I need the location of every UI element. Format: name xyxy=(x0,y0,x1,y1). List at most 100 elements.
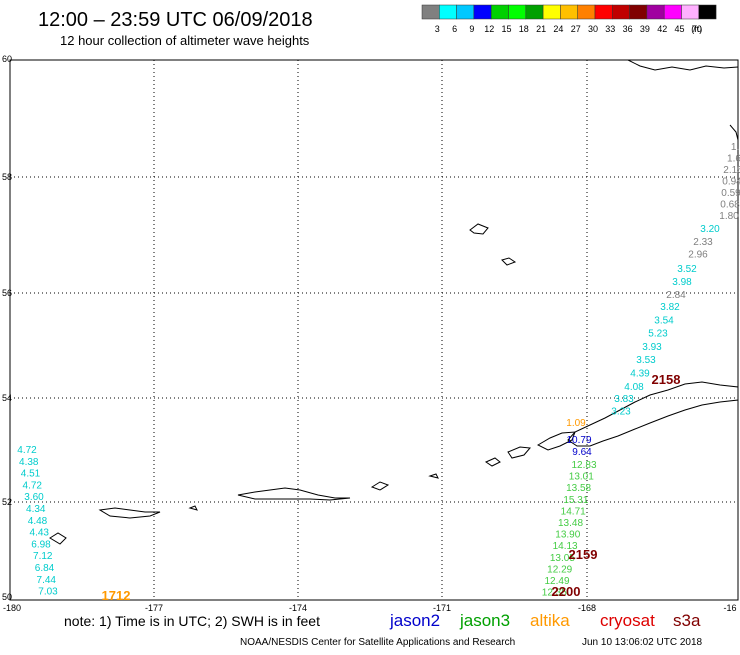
wave-height-label: 6.84 xyxy=(35,563,55,574)
colorbar-label: 39 xyxy=(640,24,650,34)
legend-sat-s3a: s3a xyxy=(673,611,701,630)
legend-note: note: 1) Time is in UTC; 2) SWH is in fe… xyxy=(64,613,320,629)
colorbar-swatch xyxy=(663,4,682,20)
lat-label: 50 xyxy=(2,592,12,602)
page-subtitle: 12 hour collection of altimeter wave hei… xyxy=(60,33,310,48)
colorbar-swatch xyxy=(456,4,475,20)
page-title: 12:00 – 23:59 UTC 06/09/2018 xyxy=(38,9,313,31)
wave-height-label: 2.33 xyxy=(693,237,713,248)
colorbar-label: 36 xyxy=(623,24,633,34)
lon-label: -174 xyxy=(289,603,307,613)
umnak-island xyxy=(507,446,532,459)
lat-label: 56 xyxy=(2,288,12,298)
wave-height-label: 3.52 xyxy=(677,264,697,275)
islet-small-2 xyxy=(188,505,198,511)
footer-timestamp: Jun 10 13:06:02 UTC 2018 xyxy=(582,637,703,648)
colorbar-swatch xyxy=(490,4,509,20)
colorbar-label: 12 xyxy=(484,24,494,34)
colorbar-label: (ft) xyxy=(691,24,702,34)
colorbar-label: 42 xyxy=(657,24,667,34)
wave-height-label: 1.6 xyxy=(727,154,740,165)
wave-height-label: 12.49 xyxy=(544,576,569,587)
track-time-label: 2158 xyxy=(652,372,681,387)
altimeter-tracks: 1.1.62.150.940.590.681.80 3.20 2.33 2.96 3.5… xyxy=(17,142,740,603)
wave-height-label: 15.31 xyxy=(563,495,588,506)
track-time-label: 2200 xyxy=(552,584,581,599)
colorbar-swatch xyxy=(542,4,561,20)
colorbar-label: 33 xyxy=(605,24,615,34)
colorbar-swatch xyxy=(698,4,717,20)
lon-label: -180 xyxy=(3,603,21,613)
legend-sat-altika: altika xyxy=(530,611,570,630)
unalaska-island xyxy=(536,431,576,451)
wave-height-label: 7.12 xyxy=(33,551,53,562)
near-islands xyxy=(98,507,161,519)
lon-label: -16 xyxy=(723,603,736,613)
wave-height-label: 13.58 xyxy=(566,483,591,494)
colorbar-label: 27 xyxy=(571,24,581,34)
lat-label: 54 xyxy=(2,393,12,403)
satellite-legend: note: 1) Time is in UTC; 2) SWH is in fe… xyxy=(64,611,701,630)
wave-height-label: 12.35 xyxy=(542,588,567,599)
wave-height-label: 2.84 xyxy=(666,290,686,301)
wave-height-label: 13.90 xyxy=(555,530,580,541)
wave-height-label: 13.05 xyxy=(550,553,575,564)
wave-height-label: 3.54 xyxy=(654,315,674,326)
wave-height-label: 3.98 xyxy=(672,277,692,288)
wave-height-label: 12.29 xyxy=(547,564,572,575)
colorbar-swatch xyxy=(525,4,544,20)
lat-label: 52 xyxy=(2,497,12,507)
wave-height-label: 4.43 xyxy=(30,528,50,539)
wave-height-label: 13.01 xyxy=(569,472,594,483)
pribilof-island-2 xyxy=(501,257,517,266)
colorbar-label: 18 xyxy=(519,24,529,34)
coastlines xyxy=(49,59,739,545)
wave-height-label: 10.79 xyxy=(566,435,591,446)
alaska-peninsula xyxy=(567,381,739,447)
wave-height-label: 1.09 xyxy=(566,418,586,429)
wave-height-label: 12.83 xyxy=(571,460,596,471)
colorbar-label: 6 xyxy=(452,24,457,34)
wave-height-label: 0.68 xyxy=(720,200,740,211)
wave-height-label: 0.59 xyxy=(721,188,740,199)
legend-sat-cryosat: cryosat xyxy=(600,611,655,630)
map-frame xyxy=(9,59,739,601)
wave-height-label: 1. xyxy=(731,142,739,153)
colorbar-label: 45 xyxy=(674,24,684,34)
lon-label: -177 xyxy=(145,603,163,613)
lon-label: -168 xyxy=(578,603,596,613)
wave-height-label: 2.96 xyxy=(688,250,708,261)
colorbar-swatch xyxy=(508,4,527,20)
wave-height-label: 7.44 xyxy=(37,575,57,586)
colorbar-label: 9 xyxy=(469,24,474,34)
wave-height-label: 2.15 xyxy=(723,165,740,176)
colorbar-swatch xyxy=(421,4,440,20)
wave-height-label: 3.53 xyxy=(636,355,656,366)
wave-height-label: 13.48 xyxy=(558,518,583,529)
islet-small-1 xyxy=(428,473,439,479)
lat-label: 58 xyxy=(2,172,12,182)
colorbar-swatch xyxy=(577,4,596,20)
coastline-alaska-north xyxy=(627,59,739,71)
andreanof-islands xyxy=(370,481,390,491)
colorbar-label: 30 xyxy=(588,24,598,34)
attu-island xyxy=(49,532,67,545)
islands-of-four-mountains xyxy=(484,457,501,467)
wave-height-label: 3.82 xyxy=(660,302,680,313)
wave-height-label: 5.23 xyxy=(648,329,668,340)
colorbar-label: 15 xyxy=(501,24,511,34)
wave-height-label: 3.23 xyxy=(611,407,631,418)
wave-height-label: 7.03 xyxy=(38,587,58,598)
wave-height-label: 4.34 xyxy=(26,504,46,515)
rat-islands xyxy=(237,487,351,501)
wave-height-label: 4.72 xyxy=(23,480,43,491)
wave-height-label: 0.94 xyxy=(722,177,740,188)
wave-height-label: 4.48 xyxy=(28,516,48,527)
colorbar-swatch xyxy=(646,4,665,20)
colorbar-swatch xyxy=(473,4,492,20)
wave-height-label: 9.64 xyxy=(572,447,592,458)
lon-label: -171 xyxy=(433,603,451,613)
colorbar-label: 3 xyxy=(435,24,440,34)
wave-height-label: 6.98 xyxy=(31,539,51,550)
colorbar-swatch xyxy=(594,4,613,20)
